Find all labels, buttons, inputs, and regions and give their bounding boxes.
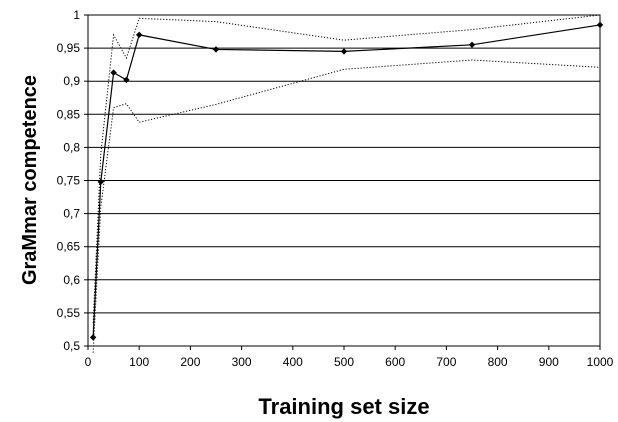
y-axis-label: GraMmar competence — [19, 75, 41, 285]
data-point-0-2 — [110, 69, 117, 76]
x-axis-label: Training set size — [258, 394, 429, 419]
x-tick-label-9: 900 — [539, 355, 559, 369]
y-tick-label-9: 0,95 — [57, 41, 81, 55]
x-tick-label-3: 300 — [232, 355, 252, 369]
data-point-0-1 — [97, 178, 104, 186]
series-line-1 — [92, 14, 601, 323]
data-point-0-5 — [212, 46, 220, 53]
y-tick-label-10: 1 — [73, 8, 80, 22]
x-tick-label-2: 200 — [180, 355, 200, 369]
series-group — [89, 14, 604, 353]
y-tick-label-6: 0,8 — [63, 140, 80, 154]
x-axis-ticks: 0 100 200 300 400 500 600 700 800 900 1000 — [85, 346, 614, 369]
y-tick-label-7: 0,85 — [57, 107, 81, 121]
y-tick-label-0: 0,5 — [63, 339, 80, 353]
y-tick-label-2: 0,6 — [63, 273, 80, 287]
data-point-0-6 — [340, 48, 348, 55]
y-tick-label-1: 0,55 — [57, 306, 81, 320]
data-point-0-3 — [123, 76, 130, 84]
series-line-0 — [92, 24, 601, 338]
x-tick-label-6: 600 — [385, 355, 405, 369]
gridlines — [88, 14, 600, 347]
data-point-0-7 — [468, 41, 476, 48]
x-tick-label-0: 0 — [85, 355, 92, 369]
x-tick-label-8: 800 — [488, 355, 508, 369]
x-tick-label-1: 100 — [129, 355, 149, 369]
y-tick-label-4: 0,7 — [63, 207, 80, 221]
data-point-0-8 — [596, 21, 604, 29]
data-point-0-0 — [89, 334, 97, 341]
y-axis-ticks: 0,5 0,55 0,6 0,65 0,7 0,75 0,8 0,85 0,9 0,95 1 — [57, 8, 88, 353]
y-tick-label-5: 0,75 — [57, 174, 81, 188]
y-tick-label-3: 0,65 — [57, 240, 81, 254]
x-tick-label-4: 400 — [283, 355, 303, 369]
data-point-0-4 — [136, 31, 143, 39]
x-tick-label-7: 700 — [436, 355, 456, 369]
series-line-2 — [92, 59, 601, 353]
x-tick-label-5: 500 — [334, 355, 354, 369]
y-tick-label-8: 0,9 — [63, 74, 80, 88]
x-tick-label-10: 1000 — [587, 355, 614, 369]
